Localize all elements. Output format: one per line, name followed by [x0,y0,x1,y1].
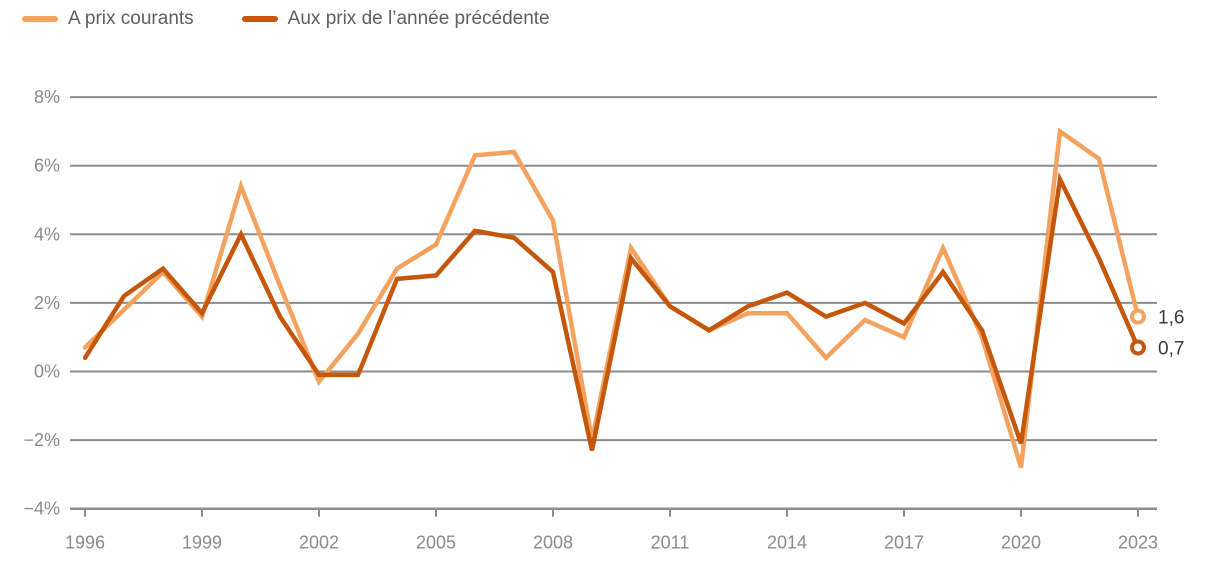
x-tick-label: 2002 [299,533,339,553]
x-tick-label: 2020 [1001,533,1041,553]
legend-item-prix-courants: A prix courants [22,8,194,30]
legend-label-0: A prix courants [68,8,194,29]
x-tick-label: 2005 [416,533,456,553]
end-marker-1 [1130,339,1146,356]
y-tick-label: 6% [34,156,60,176]
legend-swatch-1 [241,16,278,22]
x-tick-label: 1996 [65,533,105,553]
x-tick-label: 2011 [651,533,690,553]
series-line-0 [82,127,1141,469]
chart-legend: A prix courants Aux prix de l’année préc… [22,8,598,30]
end-marker-0 [1130,308,1146,325]
x-tick-label: 2017 [884,533,924,553]
legend-label-1: Aux prix de l’année précédente [287,8,550,29]
legend-swatch-0 [22,16,58,22]
y-tick-label: −2% [23,430,60,450]
x-tick-label: 2023 [1118,533,1158,553]
end-value-label-0: 1,6 [1158,308,1184,329]
y-tick-label: 8% [34,87,60,107]
legend-item-prix-annee-precedente: Aux prix de l’année précédente [241,8,550,30]
y-tick-label: −4% [23,499,60,519]
y-tick-label: 2% [34,293,60,313]
x-tick-label: 1999 [182,533,222,553]
x-tick-label: 2008 [533,533,573,553]
end-value-label-1: 0,7 [1158,338,1184,359]
series-line-1 [82,171,1141,451]
y-tick-label: 4% [34,224,60,244]
x-tick-label: 2014 [767,533,807,553]
y-tick-label: 0% [34,362,60,382]
